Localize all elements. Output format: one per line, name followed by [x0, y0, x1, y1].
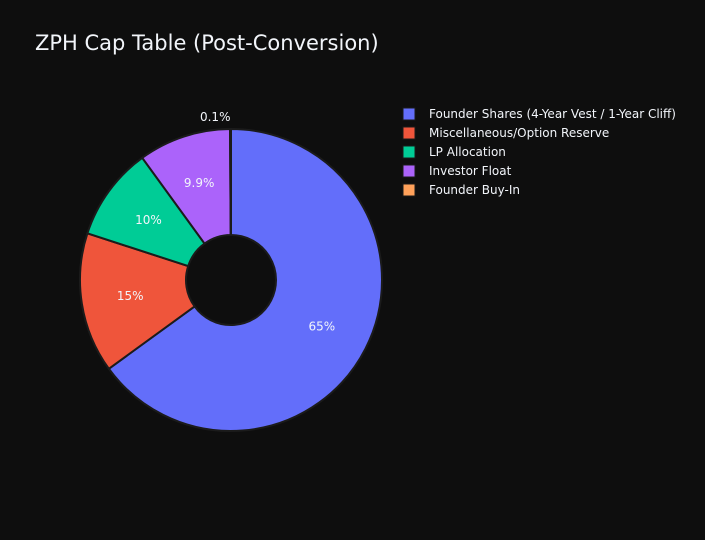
- legend-swatch[interactable]: [402, 126, 416, 140]
- legend-item-miscellaneous-option-reserve[interactable]: Miscellaneous/Option Reserve: [429, 126, 609, 140]
- slice-founder-buy-in[interactable]: [229, 127, 232, 237]
- slice-miscellaneous-option-reserve[interactable]: [79, 232, 196, 371]
- slices-group: [79, 127, 383, 432]
- slice-founder-shares-4-year-vest-1-year-cliff[interactable]: [107, 127, 383, 432]
- legend-item-founder-buy-in[interactable]: Founder Buy-In: [429, 183, 520, 197]
- legend: Founder Shares (4-Year Vest / 1-Year Cli…: [402, 107, 676, 197]
- slice-value-label: 65%: [309, 319, 336, 333]
- legend-item-investor-float[interactable]: Investor Float: [429, 164, 512, 178]
- legend-swatch[interactable]: [402, 145, 416, 159]
- slice-value-label: 15%: [117, 289, 144, 303]
- legend-swatch[interactable]: [402, 164, 416, 178]
- chart-title: ZPH Cap Table (Post-Conversion): [35, 31, 379, 55]
- slice-value-label: 9.9%: [184, 176, 215, 190]
- legend-swatch[interactable]: [402, 183, 416, 197]
- legend-item-lp-allocation[interactable]: LP Allocation: [429, 145, 506, 159]
- legend-item-founder-shares-4-year-vest-1-year-cliff[interactable]: Founder Shares (4-Year Vest / 1-Year Cli…: [429, 107, 676, 121]
- slice-value-label: 0.1%: [200, 110, 231, 124]
- slice-labels-group: 65% 15% 10% 9.9% 0.1%: [117, 110, 335, 333]
- legend-swatch[interactable]: [402, 107, 416, 121]
- slice-value-label: 10%: [135, 213, 162, 227]
